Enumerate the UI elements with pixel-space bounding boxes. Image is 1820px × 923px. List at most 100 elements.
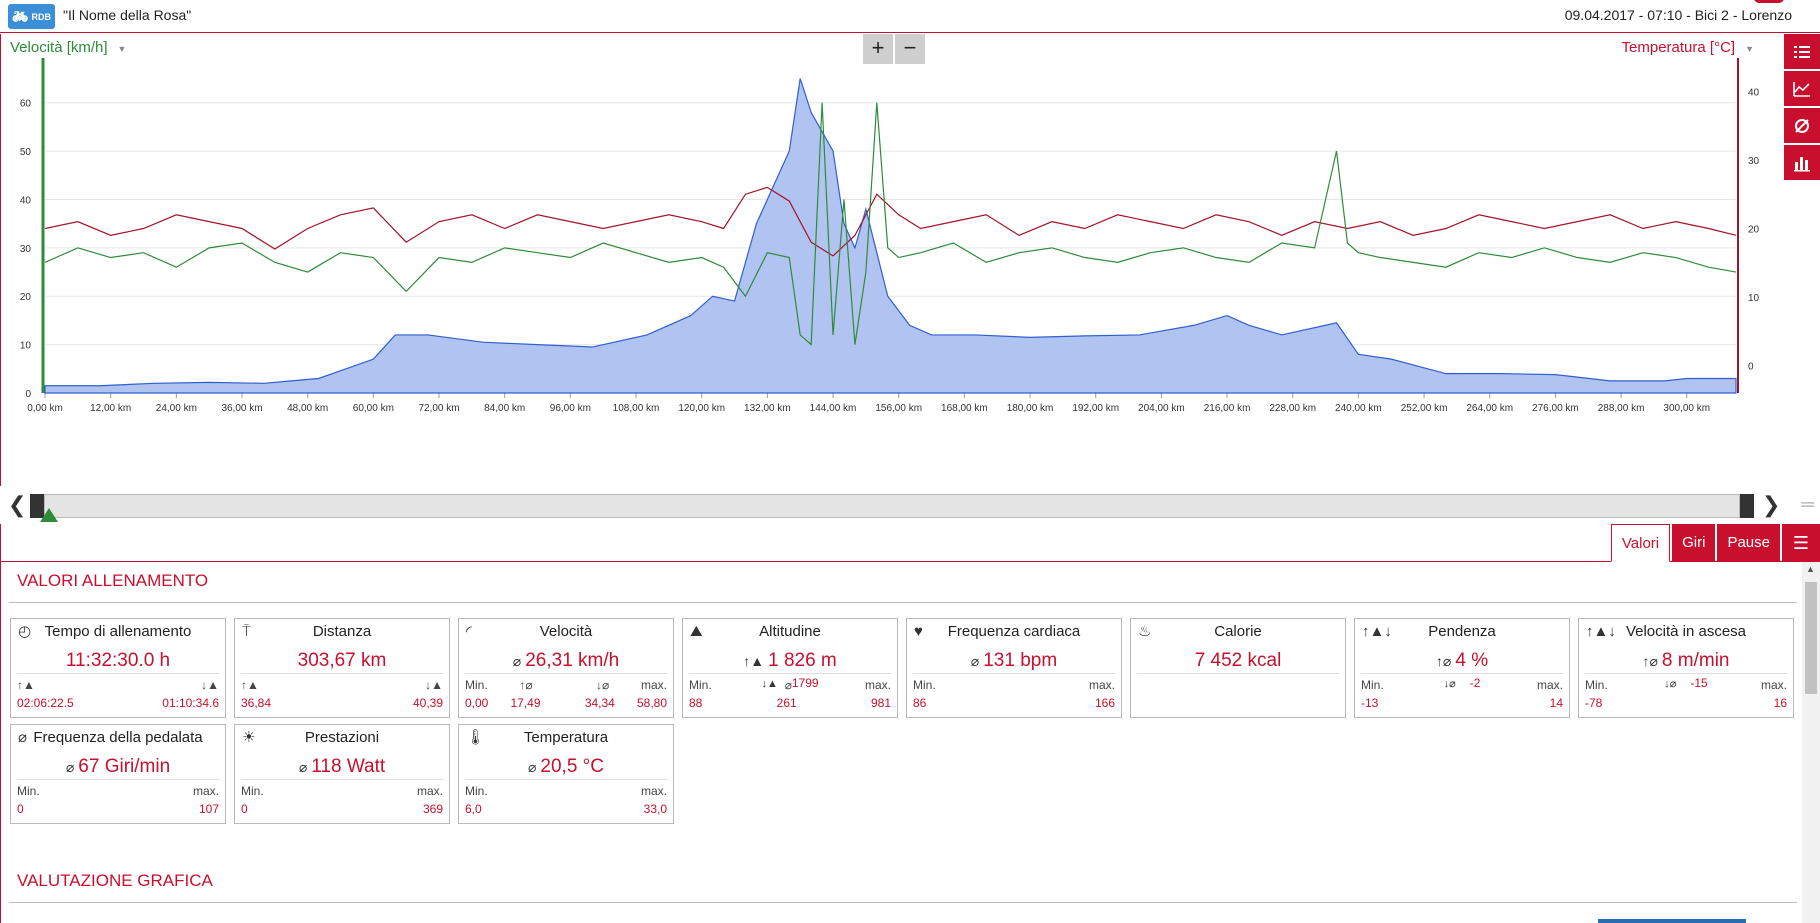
values-panel: VALORI ALLENAMENTO ◴ Tempo di allenamento… [0,562,1802,923]
stat-card-footer: ↑▲ ↓▲ 02:06:22.5 01:10:34.6 [17,673,219,711]
bicycle-icon: 🚲︎ [11,8,29,24]
left-axis-selector[interactable]: Velocità [km/h] ▼ [10,39,126,56]
scrollbar-thumb[interactable] [1805,582,1817,694]
footer-value: 14 [1549,696,1563,710]
footer-label: max. [192,784,219,798]
climb-icon: ↑▲↓ [1586,623,1616,640]
clock-icon: ◴ [18,623,32,640]
footer-value: 16 [1773,696,1787,710]
list-view-button[interactable] [1784,34,1820,69]
footer-label: ↑⌀ [519,678,533,692]
range-end-handle[interactable] [1740,494,1754,518]
scroller-menu-icon[interactable]: ═ [1801,494,1814,514]
stat-card-value: 26,31 km/h [525,650,620,671]
speedometer-icon: ◜ [466,623,472,640]
footer-label: max. [1760,678,1787,692]
stat-card-header: ↑▲↓ Pendenza [1355,619,1569,647]
zoom-in-button[interactable]: + [863,34,893,64]
tab-valori[interactable]: Valori [1610,524,1671,562]
stat-card-value: 4 % [1455,650,1489,671]
x-tick-label: 24,00 km [156,403,197,414]
descent-icon: ↓⌀ [1443,678,1456,690]
stat-card-footer: ↑▲ ↓▲ 36,84 40,39 [241,673,443,711]
stat-card-value-row: ⌀ 26,31 km/h [459,647,673,677]
footer-value: -13 [1361,696,1379,710]
power-icon: ☀ [242,729,256,746]
section-title-graphics: VALUTAZIONE GRAFICA [17,871,213,890]
scroll-right-button[interactable]: ❯ [1762,492,1781,517]
mountain-icon: ⛰ [690,623,703,640]
x-tick-label: 264,00 km [1466,403,1513,414]
x-tick-label: 276,00 km [1532,403,1579,414]
scroll-up-icon[interactable]: ▲ [1806,564,1815,574]
zoom-out-button[interactable]: − [895,34,925,64]
stat-card-value-row: ⌀ 131 bpm [907,647,1121,677]
stat-card-header: ♥ Frequenza cardiaca [907,619,1121,647]
x-tick-label: 48,00 km [287,403,328,414]
stat-card: ♨ Calorie 7 452 kcal [1130,618,1346,718]
position-marker[interactable] [40,508,58,522]
y-left-tick-label: 30 [20,244,32,255]
footer-value: 0 [241,802,248,816]
footer-value: 107 [198,802,219,816]
altitude-area [44,78,1737,394]
scroll-left-button[interactable]: ❮ [8,492,27,517]
scroll-track[interactable] [44,494,1740,518]
x-tick-label: 168,00 km [941,403,988,414]
x-tick-label: 204,00 km [1138,403,1185,414]
app-logo[interactable]: 🚲︎ RDB [8,4,55,29]
right-axis-selector[interactable]: Temperatura [°C] ▼ [1622,39,1754,56]
stat-card-footer: Min. max. -78 16 [1585,673,1787,711]
x-tick-label: 240,00 km [1335,403,1382,414]
descent-icon: ↓▲ [761,678,778,690]
x-tick-label: 228,00 km [1269,403,1316,414]
average-icon: ⌀ [970,653,980,669]
x-tick-label: 288,00 km [1598,403,1645,414]
average-button[interactable] [1784,108,1820,143]
y-right-tick-label: 30 [1748,156,1760,167]
action-button-edge[interactable] [1598,919,1746,923]
line-chart-button[interactable] [1784,71,1820,106]
bar-chart-button[interactable] [1784,145,1820,180]
footer-label: Min. [1585,678,1608,692]
x-tick-label: 72,00 km [418,403,459,414]
notification-tab[interactable] [1754,0,1784,3]
tab-giri[interactable]: Giri [1672,524,1716,562]
stat-card-value: 20,5 °C [540,756,604,777]
workout-title: "Il Nome della Rosa" [63,7,192,23]
stat-card-subvalue: 1799 [791,676,819,690]
tab-pause[interactable]: Pause [1717,524,1780,562]
y-left-tick-label: 40 [20,195,32,206]
chart-panel: 0 10 20 30 40 50 60 0 10 20 30 40 0,00 km 12,00 km 24,… [0,34,1820,486]
tabs-row: Valori Giri Pause ☰ [0,524,1820,562]
thermometer-icon: 🌡︎ [466,729,486,746]
left-axis-label: Velocità [km/h] [10,39,108,56]
stat-card-header: ⛰ Altitudine [683,619,897,647]
top-bar: 🚲︎ RDB "Il Nome della Rosa" 09.04.2017 -… [0,0,1820,33]
vertical-scrollbar[interactable]: ▲ [1802,562,1820,923]
stat-card-title: Velocità [539,623,593,640]
ascent-icon: ↑⌀ [1642,653,1658,669]
footer-label: max. [416,784,443,798]
tab-bar: Valori Giri Pause ☰ [1610,524,1820,562]
x-tick-label: 120,00 km [678,403,725,414]
footer-value: 166 [1094,696,1115,710]
stat-card-title: Altitudine [759,623,821,640]
stat-card-subvalue-row: ↓⌀ -15 [1579,677,1793,691]
ascent-icon: ↑▲ [743,653,765,669]
tabs-menu-button[interactable]: ☰ [1782,524,1820,562]
footer-label: max. [1536,678,1563,692]
cadence-icon: ⌀ [18,729,28,746]
footer-value: 36,84 [241,696,272,710]
stat-card-title: Tempo di allenamento [44,623,192,640]
stat-card-header: ⌀ Frequenza della pedalata [11,725,225,753]
x-tick-label: 192,00 km [1072,403,1119,414]
footer-value: 981 [870,696,891,710]
ascent-icon: ↑⌀ [1435,653,1452,669]
stat-card: ↑▲↓ Velocità in ascesa ↑⌀ 8 m/min ↓⌀ -15 Min. m… [1578,618,1794,718]
training-chart[interactable]: 0 10 20 30 40 50 60 0 10 20 30 40 0,00 km 12,00 km 24,… [1,34,1781,486]
stat-card-subvalue-row: ↓⌀ -2 [1355,677,1569,691]
footer-value: 02:06:22.5 [17,696,74,710]
y-left-tick-label: 60 [20,99,32,110]
footer-value: 86 [913,696,927,710]
